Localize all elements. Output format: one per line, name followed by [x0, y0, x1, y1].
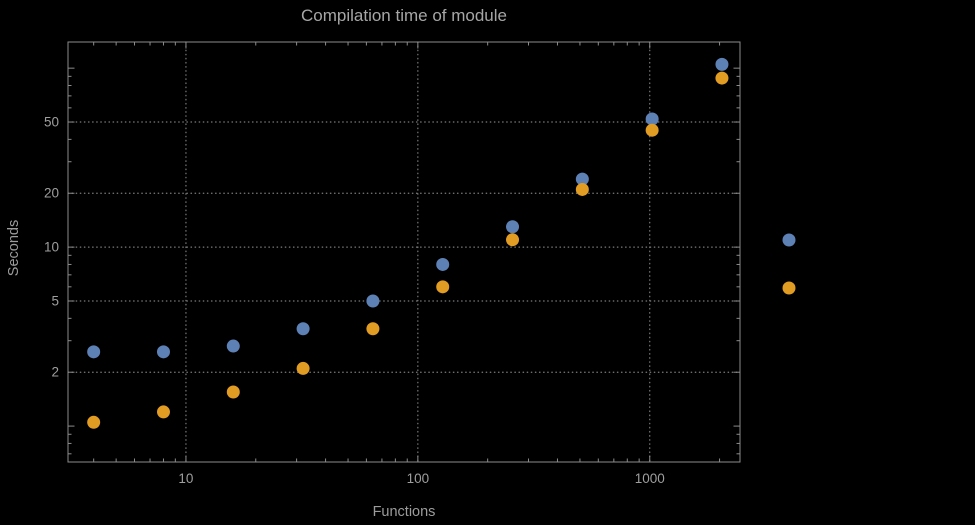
data-point-series-1	[156, 345, 170, 359]
axis-ticks	[68, 42, 740, 462]
x-tick-label: 10	[178, 471, 193, 486]
x-tick-labels: 10 100 1000	[178, 471, 664, 486]
data-point-series-2	[715, 71, 729, 85]
legend-marker-series-1	[782, 233, 796, 247]
data-point-series-2	[645, 123, 659, 137]
plot-frame	[67, 41, 741, 463]
data-point-series-2	[296, 361, 310, 375]
y-tick-label: 5	[51, 293, 59, 308]
y-tick-labels: 2 5 10 20 50	[44, 115, 59, 380]
y-axis-label: Seconds	[6, 219, 22, 277]
data-point-series-1	[645, 112, 659, 126]
data-point-series-1	[436, 257, 450, 271]
data-point-series-2	[506, 233, 520, 247]
data-point-series-1	[226, 339, 240, 353]
data-point-series-1	[366, 294, 380, 308]
gridlines	[67, 41, 741, 463]
data-point-series-1	[715, 57, 729, 71]
y-tick-label: 2	[51, 365, 59, 380]
data-point-series-2	[87, 415, 101, 429]
y-tick-label: 50	[44, 115, 59, 130]
series-series-1	[87, 57, 729, 359]
data-point-series-2	[436, 280, 450, 294]
legend	[782, 233, 796, 295]
legend-marker-series-2	[782, 281, 796, 295]
data-point-series-2	[156, 405, 170, 419]
data-point-series-1	[575, 172, 589, 186]
data-point-series-1	[506, 220, 520, 234]
y-tick-label: 20	[44, 186, 59, 201]
x-axis-label: Functions	[372, 504, 436, 520]
series-series-2	[87, 71, 729, 429]
data-point-series-2	[366, 322, 380, 336]
data-point-series-2	[226, 385, 240, 399]
data-point-series-2	[575, 182, 589, 196]
x-tick-label: 1000	[635, 471, 665, 486]
y-tick-label: 10	[44, 240, 59, 255]
frame	[67, 41, 741, 463]
data-point-series-1	[296, 322, 310, 336]
chart-title: Compilation time of module	[301, 6, 507, 25]
data-point-series-1	[87, 345, 101, 359]
x-tick-label: 100	[407, 471, 430, 486]
